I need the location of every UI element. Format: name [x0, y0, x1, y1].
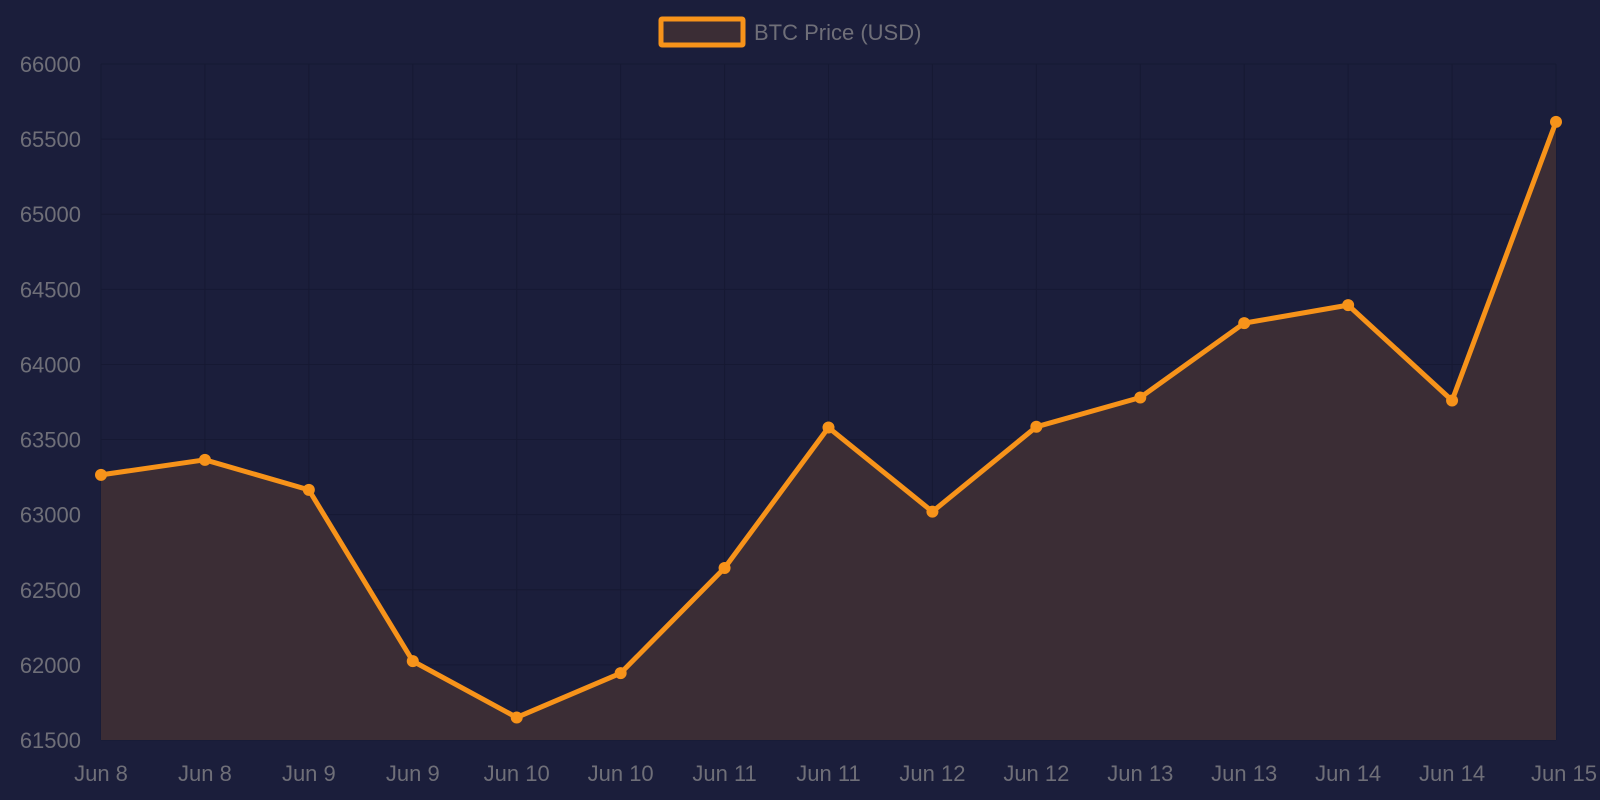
- data-point[interactable]: [1238, 317, 1251, 330]
- legend[interactable]: BTC Price (USD): [658, 16, 921, 48]
- y-axis: 61500 62000 62500 63000 63500 64000 64500 65000…: [20, 52, 81, 753]
- data-point[interactable]: [1446, 394, 1459, 407]
- data-point[interactable]: [926, 505, 939, 518]
- y-tick-label: 64000: [20, 352, 81, 377]
- data-point[interactable]: [95, 468, 107, 481]
- y-tick-label: 64500: [20, 277, 81, 302]
- x-tick-label: Jun 12: [1003, 761, 1069, 786]
- y-tick-label: 65500: [20, 127, 81, 152]
- y-tick-label: 65000: [20, 202, 81, 227]
- y-tick-label: 66000: [20, 52, 81, 77]
- data-point[interactable]: [718, 561, 731, 574]
- point-layer: [95, 115, 1562, 724]
- data-point[interactable]: [822, 421, 835, 434]
- legend-label[interactable]: BTC Price (USD): [754, 20, 921, 45]
- data-point[interactable]: [1030, 420, 1043, 433]
- y-tick-label: 63500: [20, 428, 81, 453]
- data-point[interactable]: [1342, 299, 1355, 312]
- x-tick-label: Jun 10: [588, 761, 654, 786]
- y-tick-label: 62000: [20, 653, 81, 678]
- data-point[interactable]: [302, 483, 315, 496]
- x-axis: Jun 8 Jun 8 Jun 9 Jun 9 Jun 10 Jun 10 Jun 11 Ju…: [74, 761, 1597, 786]
- data-point[interactable]: [406, 655, 419, 668]
- y-tick-label: 61500: [20, 728, 81, 753]
- x-tick-label: Jun 14: [1315, 761, 1381, 786]
- x-tick-label: Jun 9: [386, 761, 440, 786]
- x-tick-label: Jun 10: [484, 761, 550, 786]
- legend-swatch[interactable]: [658, 16, 746, 48]
- data-point[interactable]: [614, 667, 627, 680]
- data-point[interactable]: [198, 453, 211, 466]
- x-tick-label: Jun 9: [282, 761, 336, 786]
- x-tick-label: Jun 11: [796, 761, 860, 786]
- x-tick-label: Jun 8: [178, 761, 232, 786]
- x-tick-label: Jun 12: [899, 761, 965, 786]
- x-tick-label: Jun 13: [1211, 761, 1277, 786]
- x-tick-label: Jun 15: [1531, 761, 1597, 786]
- x-tick-label: Jun 14: [1419, 761, 1485, 786]
- data-point[interactable]: [1550, 115, 1562, 128]
- y-tick-label: 63000: [20, 503, 81, 528]
- x-tick-label: Jun 8: [74, 761, 128, 786]
- x-tick-label: Jun 13: [1107, 761, 1173, 786]
- x-tick-label: Jun 11: [692, 761, 756, 786]
- data-point[interactable]: [1134, 391, 1147, 404]
- data-point[interactable]: [510, 711, 523, 724]
- y-tick-label: 62500: [20, 578, 81, 603]
